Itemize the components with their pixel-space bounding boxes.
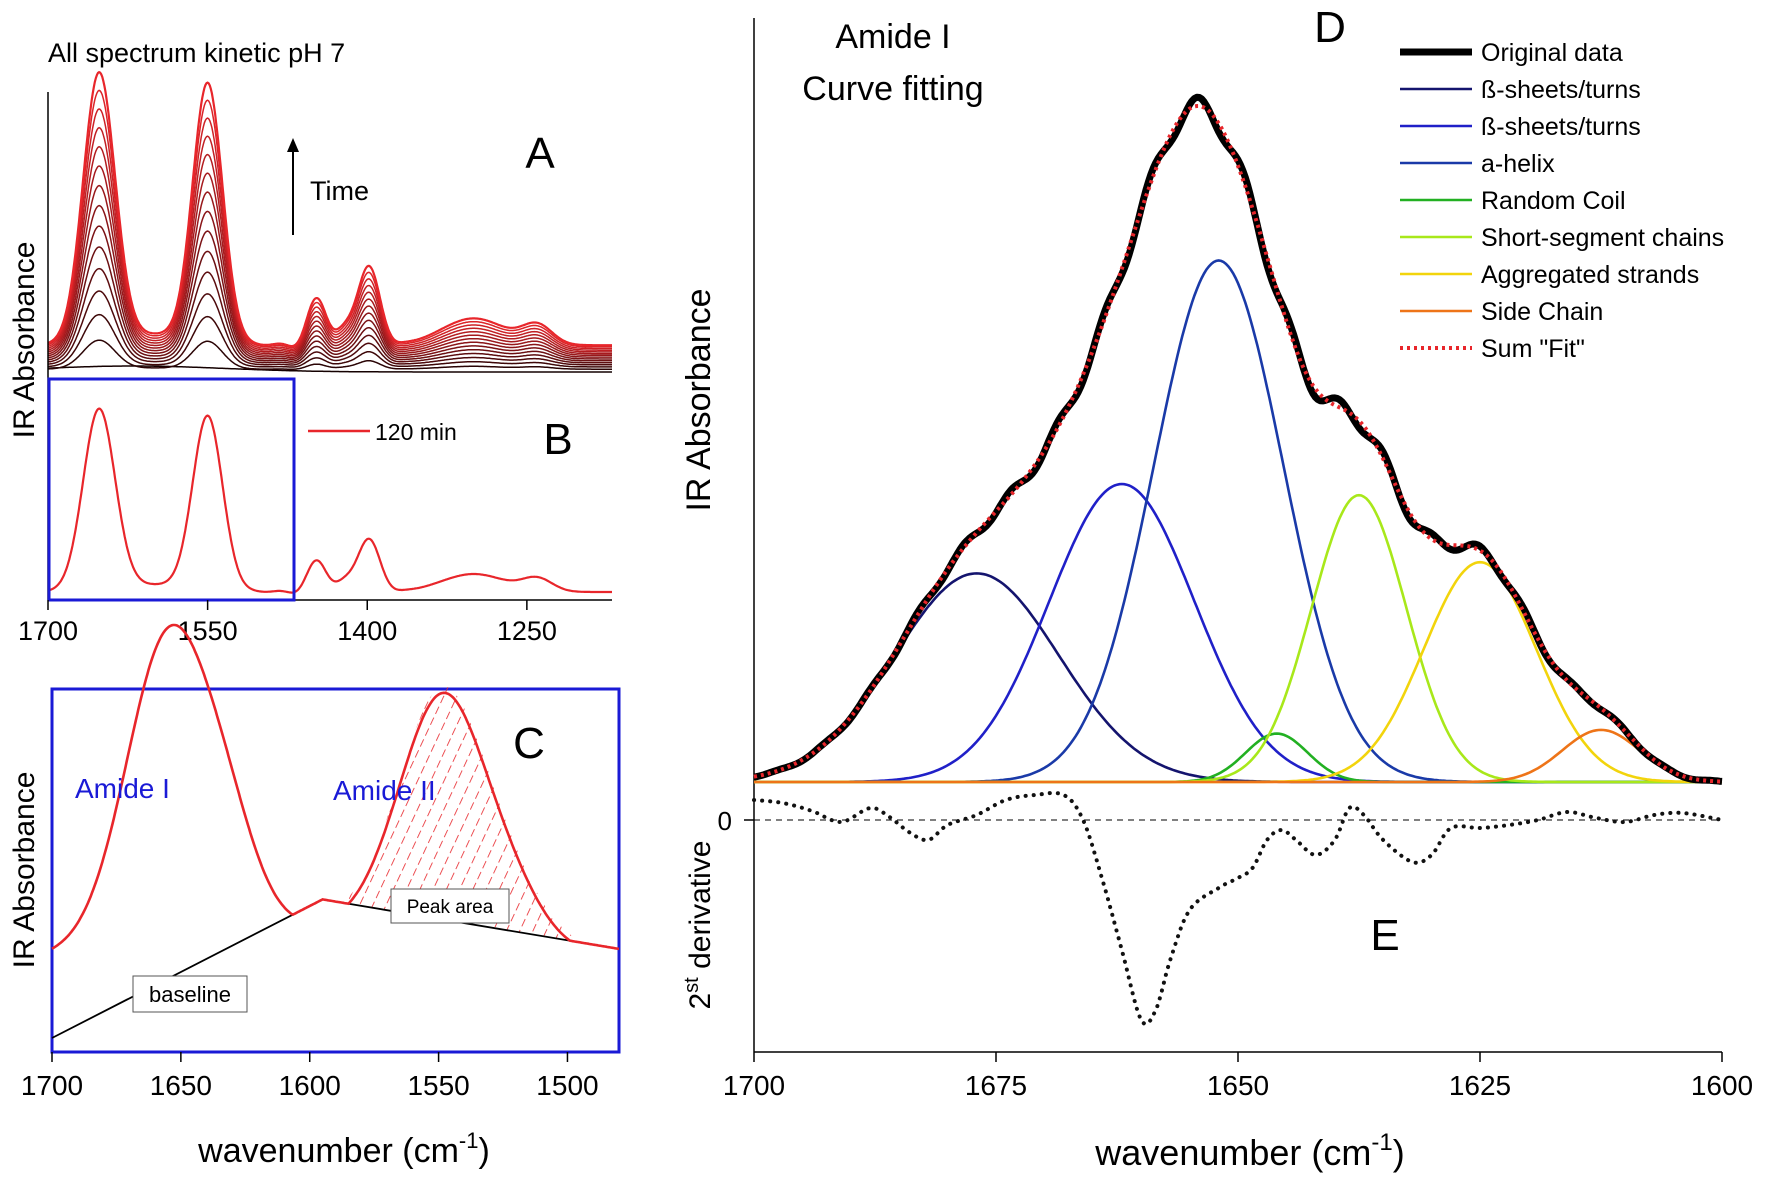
panel-d-plot (752, 93, 1724, 785)
panel-d-title-line2: Curve fitting (802, 70, 983, 108)
panel-de-x-ticks: 1700 1675 1650 1625 1600 (723, 1052, 1753, 1101)
x-tick-label: 1625 (1449, 1070, 1511, 1101)
kinetic-spectrum-line (48, 339, 612, 370)
panel-c-y-axis-label: IR Absorbance (8, 772, 41, 969)
legend-label: ß-sheets/turns (1481, 76, 1641, 104)
panel-b-y-axis-label: IR Absorbance (8, 242, 41, 439)
x-tick-label: 1600 (1691, 1070, 1753, 1101)
kinetic-spectrum-line (47, 70, 612, 348)
panel-b-plot (47, 407, 612, 594)
amide-ii-label: Amide II (333, 775, 436, 806)
panel-b-label: B (543, 415, 572, 464)
fit-component-line (754, 732, 1722, 784)
panel-d-title-line1: Amide I (835, 18, 950, 56)
peak-area-label: Peak area (407, 897, 494, 918)
x-tick-label: 1500 (536, 1070, 598, 1101)
time-arrow-head-icon (287, 138, 299, 152)
legend-label: Aggregated strands (1481, 261, 1699, 289)
panel-e-y-axis-label: 2st derivative (681, 841, 717, 1010)
panel-b-x-ticks: 1700 1550 1400 1250 (18, 600, 557, 646)
kinetic-spectrum-line (47, 290, 612, 366)
amide-spectrum-line (51, 623, 620, 951)
spectrum-120min-line (47, 407, 612, 594)
second-derivative-line (752, 791, 1724, 1027)
x-tick-label: 1650 (1207, 1070, 1269, 1101)
kinetic-spectrum-line (47, 108, 612, 350)
kinetic-spectrum-line (47, 365, 612, 373)
panel-de-x-axis-label: wavenumber (cm-1) (1094, 1129, 1404, 1173)
panel-b-legend-label: 120 min (375, 419, 457, 445)
panel-a-plot (47, 70, 612, 373)
baseline-box (132, 975, 248, 1013)
panel-d-label: D (1314, 3, 1346, 52)
kinetic-spectrum-line (47, 225, 612, 361)
x-tick-label: 1675 (965, 1070, 1027, 1101)
fit-component-line (754, 482, 1722, 784)
x-tick-label: 1700 (723, 1070, 785, 1101)
panel-c-frame (50, 687, 621, 1054)
panel-d-y-axis-label: IR Absorbance (680, 288, 718, 511)
peak-area-box (390, 888, 510, 924)
panel-d-legend: Original data ß-sheets/turns ß-sheets/turn… (1400, 39, 1724, 363)
legend-label: a-helix (1481, 150, 1555, 178)
sum-fit-line (753, 104, 1723, 784)
amide-i-label: Amide I (75, 773, 170, 804)
panel-c-x-axis-label: wavenumber (cm-1) (197, 1128, 490, 1170)
panel-e-label: E (1370, 911, 1399, 960)
fit-component-line (753, 572, 1722, 784)
panel-e-plot (752, 791, 1724, 1027)
x-tick-label: 1550 (178, 616, 238, 646)
fit-component-line (754, 728, 1723, 784)
x-tick-label: 1650 (150, 1070, 212, 1101)
panel-c-label: C (513, 719, 545, 768)
legend-label: Original data (1481, 39, 1623, 67)
kinetic-spectrum-line (47, 204, 612, 359)
legend-label: ß-sheets/turns (1481, 113, 1641, 141)
kinetic-spectrum-line (47, 184, 612, 357)
legend-label: Sum "Fit" (1481, 335, 1585, 363)
kinetic-spectrum-line (47, 89, 612, 349)
panel-a-label: A (525, 129, 555, 178)
panel-c-x-ticks: 1700 1650 1600 1550 1500 (21, 1052, 599, 1101)
x-tick-label: 1250 (497, 616, 557, 646)
kinetic-spectrum-line (47, 126, 612, 352)
kinetic-spectrum-line (47, 145, 612, 354)
x-tick-label: 1700 (21, 1070, 83, 1101)
legend-label: Side Chain (1481, 298, 1603, 326)
kinetic-spectrum-line (48, 313, 612, 368)
panel-a-title: All spectrum kinetic pH 7 (48, 38, 345, 68)
peak-area-hatch (322, 686, 619, 949)
kinetic-spectrum-line (47, 267, 612, 364)
legend-label: Short-segment chains (1481, 224, 1724, 252)
legend-label: Random Coil (1481, 187, 1626, 215)
panel-b-highlight-box (47, 377, 296, 602)
panel-e-zero-tick-label: 0 (718, 806, 732, 836)
baseline-label: baseline (149, 982, 231, 1007)
x-tick-label: 1400 (337, 616, 397, 646)
fit-component-line (754, 560, 1722, 784)
x-tick-label: 1600 (279, 1070, 341, 1101)
kinetic-spectrum-line (47, 246, 612, 362)
x-tick-label: 1550 (407, 1070, 469, 1101)
kinetic-spectrum-line (47, 165, 612, 355)
x-tick-label: 1700 (18, 616, 78, 646)
time-annotation: Time (310, 176, 369, 206)
